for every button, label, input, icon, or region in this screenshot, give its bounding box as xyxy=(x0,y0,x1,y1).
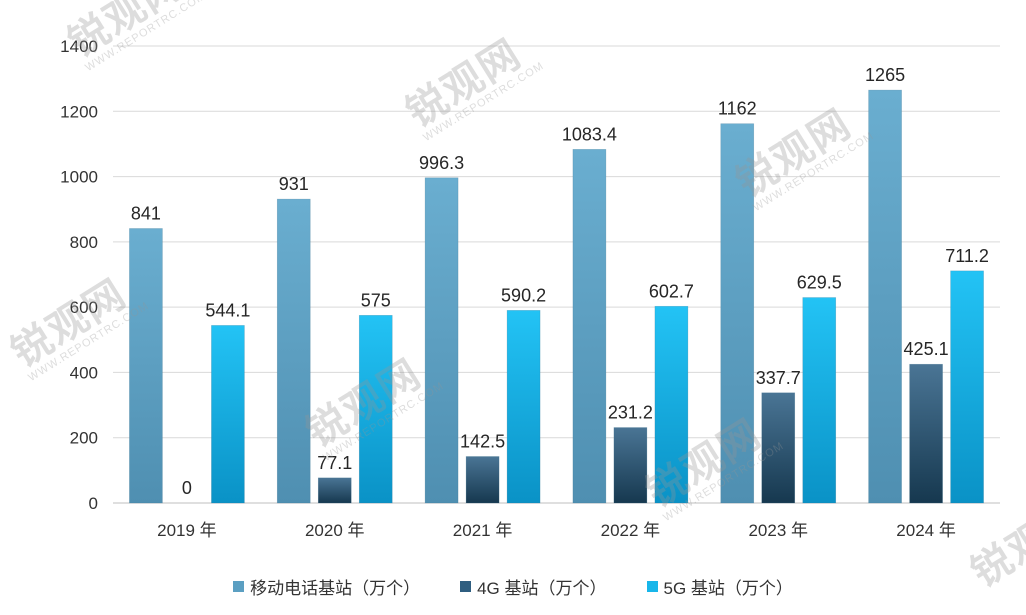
legend-item-5g-base-stations: 5G 基站（万个） xyxy=(646,574,793,599)
data-label: 1083.4 xyxy=(562,124,617,144)
x-tick-label: 2024 年 xyxy=(896,521,956,540)
y-tick-label: 400 xyxy=(70,363,98,382)
legend-swatch xyxy=(233,580,245,592)
x-tick-label: 2020 年 xyxy=(305,521,365,540)
bar xyxy=(761,392,796,504)
bars xyxy=(129,89,984,504)
bar xyxy=(424,177,459,504)
legend-label: 5G 基站（万个） xyxy=(663,578,793,598)
data-label: 590.2 xyxy=(501,285,546,305)
data-label: 142.5 xyxy=(460,431,505,451)
bar xyxy=(909,363,943,504)
gridlines xyxy=(113,45,1000,504)
y-tick-label: 1200 xyxy=(60,102,98,121)
data-label: 711.2 xyxy=(945,246,989,266)
x-tick-label: 2022 年 xyxy=(601,521,661,540)
y-tick-label: 1000 xyxy=(60,168,98,187)
data-label: 231.2 xyxy=(608,403,653,423)
data-label: 1265 xyxy=(865,65,905,85)
bar xyxy=(720,123,755,504)
y-tick-label: 600 xyxy=(70,298,98,317)
data-label: 602.7 xyxy=(649,281,694,301)
bar xyxy=(868,89,902,504)
data-label: 544.1 xyxy=(205,300,250,320)
legend-label: 移动电话基站（万个） xyxy=(250,578,421,598)
data-labels: 841 0 544.1 931 77.1 575 996.3 142.5 590.2 1083.4… xyxy=(131,65,989,498)
bar xyxy=(613,427,648,504)
bar xyxy=(129,228,163,504)
data-label: 337.7 xyxy=(756,368,801,388)
data-label: 996.3 xyxy=(419,153,464,173)
bar xyxy=(317,477,352,504)
legend-label: 4G 基站（万个） xyxy=(477,578,607,598)
bar xyxy=(950,270,984,504)
bar xyxy=(465,456,500,504)
legend-item-4g-base-stations: 4G 基站（万个） xyxy=(460,574,607,599)
bar xyxy=(572,149,607,504)
legend-swatch xyxy=(646,580,658,592)
data-label: 1162 xyxy=(718,99,757,119)
legend-swatch xyxy=(460,580,472,592)
data-label: 77.1 xyxy=(317,453,352,473)
bar xyxy=(358,315,393,504)
bar xyxy=(802,297,837,504)
bar xyxy=(211,325,245,504)
y-axis-ticks: 0 200 400 600 800 1000 1200 1400 xyxy=(60,37,98,513)
y-tick-label: 1400 xyxy=(60,37,98,56)
data-label: 425.1 xyxy=(904,339,949,359)
y-tick-label: 200 xyxy=(70,429,98,448)
x-tick-label: 2021 年 xyxy=(453,521,513,540)
data-label: 0 xyxy=(182,478,192,498)
y-tick-label: 800 xyxy=(70,233,98,252)
bar xyxy=(654,305,689,504)
x-axis-ticks: 2019 年 2020 年 2021 年 2022 年 2023 年 2024 年 xyxy=(157,521,956,540)
data-label: 629.5 xyxy=(797,273,842,293)
data-label: 575 xyxy=(361,290,391,310)
data-label: 841 xyxy=(131,203,161,223)
bar xyxy=(506,310,541,504)
bar xyxy=(276,198,311,504)
data-label: 931 xyxy=(279,174,309,194)
x-tick-label: 2023 年 xyxy=(748,521,808,540)
legend-item-mobile-base-stations: 移动电话基站（万个） xyxy=(233,574,420,599)
y-tick-label: 0 xyxy=(89,494,98,513)
legend: 移动电话基站（万个） 4G 基站（万个） 5G 基站（万个） xyxy=(0,574,1026,598)
x-tick-label: 2019 年 xyxy=(157,521,217,540)
